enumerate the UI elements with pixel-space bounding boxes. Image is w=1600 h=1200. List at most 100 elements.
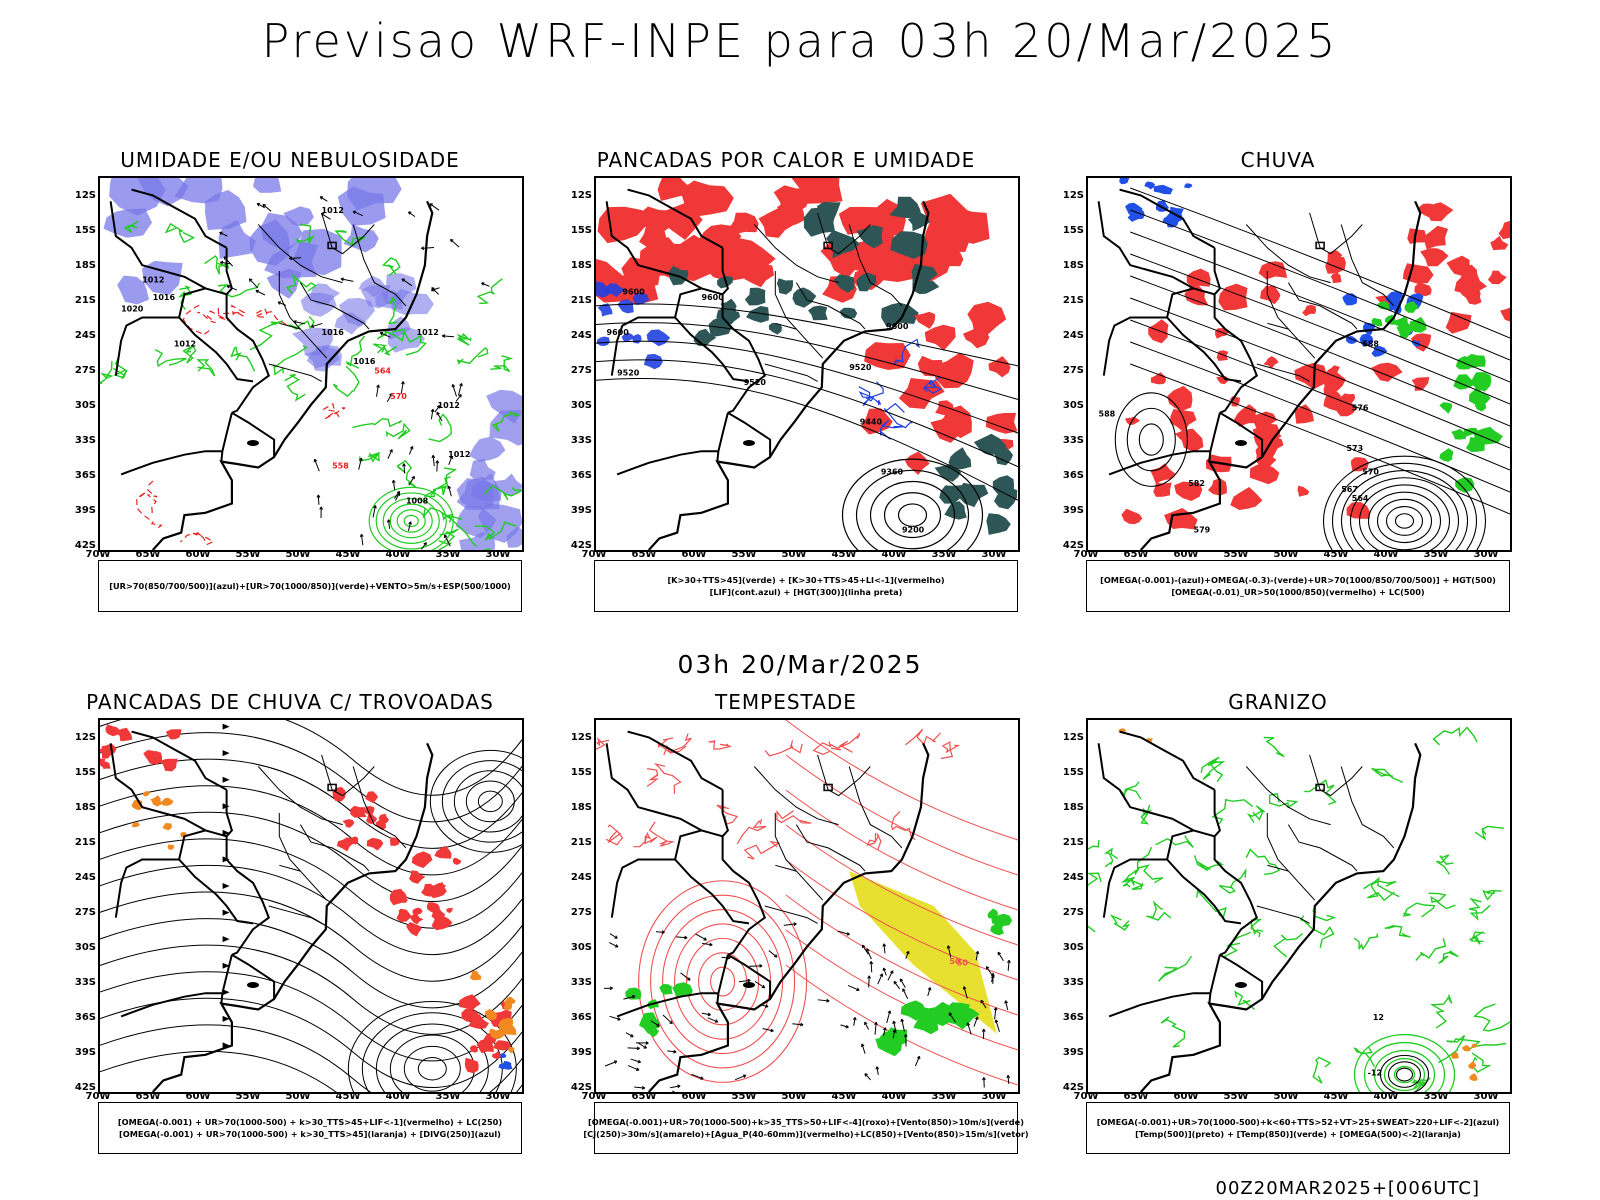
country-border [1219, 411, 1264, 457]
wind-vector-head [860, 1043, 865, 1047]
country-border [1097, 743, 1194, 832]
field-blob [889, 196, 923, 220]
isobar-ring [1373, 1049, 1436, 1092]
wind-vector-head [673, 1049, 677, 1054]
wind-vector-head [900, 1018, 905, 1023]
wind-vector [914, 1056, 921, 1067]
country-border [1102, 858, 1168, 918]
field-blob [459, 531, 496, 550]
wind-vector-head [742, 1074, 747, 1078]
contour-line [812, 741, 842, 756]
field-blob [503, 996, 516, 1005]
wind-vector-head [882, 943, 887, 947]
lat-tick-label: 12S [570, 190, 592, 201]
field-blob [1469, 1073, 1478, 1081]
height-contour [1130, 363, 1510, 515]
wind-vector [436, 460, 438, 472]
field-blob [396, 908, 412, 922]
contour-line [154, 348, 187, 368]
contour-line [294, 223, 315, 244]
isobar-ring [465, 780, 515, 823]
field-blob [1418, 203, 1438, 218]
lat-tick-label: 18S [1062, 260, 1084, 271]
lon-tick-label: 65W [1123, 549, 1149, 560]
panel-title: PANCADAS DE CHUVA C/ TROVOADAS [86, 690, 494, 714]
field-blob [1351, 457, 1369, 472]
field-blob [500, 1053, 507, 1058]
field-blob [808, 305, 828, 321]
wind-vector [905, 951, 910, 959]
isobar-ring [650, 894, 796, 1069]
lat-tick-label: 36S [570, 1012, 592, 1023]
contour-line [322, 402, 346, 420]
field-blob [1119, 178, 1130, 185]
lat-tick-label: 42S [74, 1082, 96, 1093]
wind-vector [388, 519, 391, 529]
isobar-ring [855, 469, 970, 550]
contour-line [890, 810, 916, 841]
contour-line [438, 528, 459, 545]
field-blob [1453, 374, 1477, 390]
isobar-ring [686, 937, 760, 1026]
state-border [352, 224, 407, 307]
field-blob [657, 178, 688, 201]
wind-vector [973, 1016, 979, 1027]
field-blob [1439, 402, 1453, 414]
field-blob [625, 987, 642, 1000]
wind-vector-head [408, 521, 412, 525]
field-blob [1457, 286, 1481, 301]
field-blob [138, 178, 189, 207]
streamline [100, 918, 522, 1009]
field-blob [426, 902, 440, 913]
wind-vector [352, 210, 363, 217]
contour-line [1223, 931, 1251, 959]
lat-tick-label: 18S [74, 802, 96, 813]
lon-tick-label: 50W [781, 1091, 807, 1102]
field-blob [1125, 416, 1141, 426]
height-contour [1130, 275, 1510, 427]
field-blob [632, 334, 642, 344]
wind-vector-head [687, 977, 691, 981]
wind-vector [783, 923, 797, 926]
lon-tick-label: 30W [981, 549, 1007, 560]
field-blob [1294, 404, 1314, 424]
lon-tick-label: 60W [681, 549, 707, 560]
field-blob [861, 408, 893, 435]
contour-line [387, 296, 398, 325]
lat-tick-label: 36S [1062, 1012, 1084, 1023]
isobar-ring [1331, 462, 1478, 550]
wind-vector-head [966, 1022, 971, 1026]
wind-vector [401, 278, 413, 287]
wind-vector-head [990, 972, 995, 977]
field-blob [1451, 1052, 1459, 1059]
wind-vector [376, 384, 379, 397]
wind-vector-head [703, 937, 707, 941]
state-border [848, 766, 903, 849]
contour-line [1304, 779, 1337, 806]
wind-vector-head [411, 475, 415, 480]
contour-line [376, 329, 406, 342]
contour-label: 9600 [607, 328, 630, 337]
wind-vector [319, 196, 328, 202]
contour-label: 1012 [174, 340, 196, 349]
lat-tick-label: 18S [1062, 802, 1084, 813]
wind-vector-head [761, 984, 766, 989]
country-border [1102, 316, 1168, 376]
wind-vector-head [441, 334, 446, 338]
field-blob [337, 186, 386, 226]
contour-line [196, 359, 216, 377]
isobar-ring [1358, 484, 1451, 550]
isobar-ring [389, 503, 433, 539]
contour-line [1468, 897, 1491, 921]
wind-vector [876, 1066, 879, 1076]
wind-vector-head [449, 238, 454, 243]
isobar-ring [389, 1034, 475, 1092]
wind-vector [650, 1020, 660, 1027]
field-blob [931, 352, 974, 389]
field-blob [464, 1057, 479, 1074]
field-blob [142, 260, 183, 295]
state-border [795, 824, 866, 872]
lat-tick-label: 21S [1062, 295, 1084, 306]
field-blob [1258, 261, 1288, 280]
field-blob [1174, 481, 1203, 501]
